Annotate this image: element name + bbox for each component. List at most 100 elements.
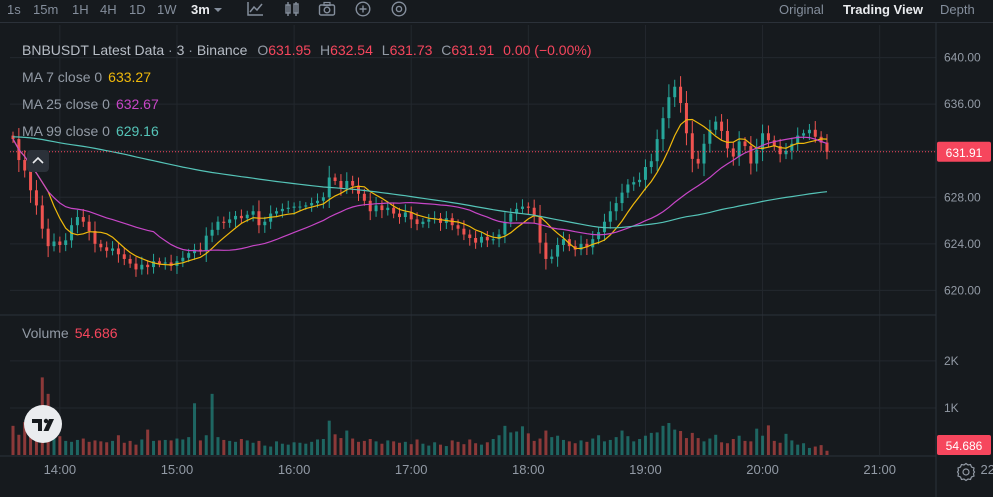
candle-body: [802, 133, 806, 136]
volume-label: Volume: [22, 325, 69, 341]
dropdown-caret-icon[interactable]: [212, 2, 224, 18]
ma99-legend: MA 99 close 0 629.16: [22, 123, 159, 139]
volume-bar: [450, 440, 454, 455]
last-price-tag: [937, 141, 991, 162]
view-tab-depth[interactable]: Depth: [940, 2, 975, 17]
price-tick-label: 620.00: [944, 283, 981, 297]
volume-bar: [368, 439, 372, 455]
volume-bar: [485, 442, 489, 455]
exchange-name: Binance: [196, 42, 248, 58]
open-label: O: [257, 42, 269, 58]
last-price-label: 631.91: [946, 146, 983, 160]
volume-bar: [561, 439, 565, 455]
volume-bar: [643, 435, 647, 455]
candle-body: [749, 146, 753, 164]
candle-body: [755, 149, 759, 164]
volume-bar: [784, 433, 788, 455]
candle-body: [87, 221, 91, 232]
volume-bar: [684, 438, 688, 455]
candle-body: [239, 215, 243, 219]
candle-body: [321, 197, 325, 201]
candle-body: [234, 215, 238, 220]
candle-body: [23, 160, 27, 171]
price-tick-label: 624.00: [944, 237, 981, 251]
candle-body: [649, 161, 653, 168]
volume-bar: [526, 433, 530, 455]
volume-bar: [351, 438, 355, 455]
candle-body: [556, 244, 560, 257]
time-tick-label: 21:00: [863, 462, 896, 477]
settings-circle-icon[interactable]: [390, 1, 408, 17]
view-tab-trading-view[interactable]: Trading View: [843, 2, 923, 17]
tradingview-logo[interactable]: [24, 405, 62, 443]
candles-icon[interactable]: [283, 1, 301, 17]
candle-body: [796, 135, 800, 144]
candle-body: [122, 254, 126, 259]
timeframe-15m[interactable]: 15m: [33, 2, 59, 17]
volume-bar: [614, 437, 618, 455]
timeframe-1s[interactable]: 1s: [7, 2, 21, 17]
volume-bar: [245, 440, 249, 455]
volume-bar: [29, 431, 33, 455]
collapse-legend-button[interactable]: [27, 150, 49, 172]
candle-body: [134, 263, 138, 270]
volume-bar: [813, 446, 817, 455]
candle-body: [374, 205, 378, 212]
ma7-line: [12, 118, 828, 266]
volume-bar: [766, 425, 770, 455]
volume-bar: [708, 438, 712, 455]
volume-bar: [316, 439, 320, 455]
symbol-legend: BNBUSDT Latest Data · 3 · Binance O631.9…: [22, 42, 591, 58]
open-value: 631.95: [268, 42, 312, 58]
low-value: 631.73: [389, 42, 433, 58]
price-tick-label: 640.00: [944, 51, 981, 65]
volume-bar: [591, 438, 595, 455]
tradingview-logo-icon: [32, 418, 54, 431]
volume-bar: [310, 441, 314, 455]
candle-body: [81, 217, 85, 222]
candle-body: [386, 207, 390, 211]
close-label: C: [441, 42, 452, 58]
volume-value: 54.686: [74, 325, 118, 341]
candle-body: [403, 212, 407, 218]
volume-bar: [34, 437, 38, 455]
line-chart-icon[interactable]: [246, 1, 264, 17]
candle-body: [46, 228, 50, 247]
view-tab-original[interactable]: Original: [779, 2, 824, 17]
volume-bar: [515, 431, 519, 455]
volume-bar: [520, 426, 524, 455]
volume-bar: [585, 441, 589, 455]
volume-bar: [339, 438, 343, 455]
timeframe-1w[interactable]: 1W: [157, 2, 177, 17]
timeframe-1d[interactable]: 1D: [129, 2, 146, 17]
timeframe-1h[interactable]: 1H: [72, 2, 89, 17]
volume-bar: [532, 440, 536, 455]
volume-bar: [696, 438, 700, 455]
candle-body: [368, 200, 372, 212]
chart-settings-gear-icon[interactable]: [956, 462, 976, 482]
timeframe-4h[interactable]: 4H: [100, 2, 117, 17]
timeframe-3m-active[interactable]: 3m: [191, 2, 210, 17]
candle-body: [245, 214, 249, 219]
volume-bar: [11, 425, 15, 455]
plus-circle-icon[interactable]: [354, 1, 372, 17]
candle-body: [667, 97, 671, 119]
chart-toolbar: 1s 15m 1H 4H 1D 1W 3m Original Trading V…: [0, 0, 993, 20]
volume-bar: [737, 435, 741, 455]
candle-body: [169, 262, 173, 266]
volume-bar: [23, 422, 27, 455]
candle-body: [608, 211, 612, 222]
volume-bar: [263, 445, 267, 455]
candle-body: [222, 221, 226, 223]
candle-body: [362, 193, 366, 201]
volume-bar: [228, 440, 232, 455]
candle-body: [310, 203, 314, 206]
volume-bar: [204, 435, 208, 455]
candle-body: [819, 136, 823, 143]
candle-body: [497, 234, 501, 240]
volume-bar: [345, 430, 349, 455]
last-volume-tag: [937, 435, 991, 455]
camera-icon[interactable]: [318, 1, 336, 17]
volume-bar: [292, 442, 296, 455]
